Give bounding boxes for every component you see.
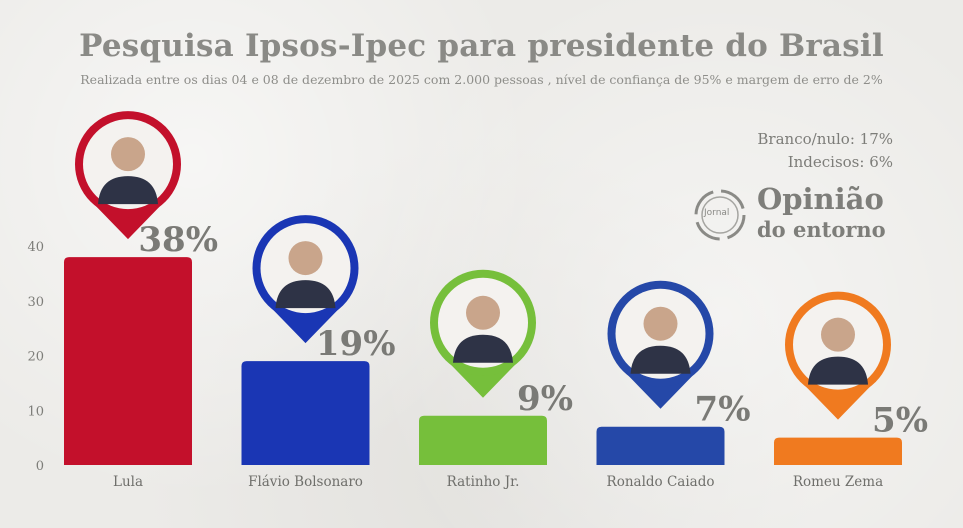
value-label: 7% (695, 390, 751, 430)
candidate-pin (430, 269, 536, 398)
candidate-pin (75, 111, 181, 240)
chart-title: Pesquisa Ipsos-Ipec para presidente do B… (79, 28, 884, 64)
y-axis: 0 10 20 30 40 (27, 240, 44, 474)
bar (419, 415, 547, 465)
bar (241, 361, 370, 465)
logo-ring-icon (694, 189, 746, 241)
value-label: 19% (316, 324, 396, 364)
x-tick-label: Romeu Zema (793, 474, 883, 490)
candidate-pin (252, 215, 359, 344)
value-label: 9% (517, 379, 573, 419)
bar (64, 257, 192, 465)
logo-title: Opinião (757, 182, 884, 216)
value-label: 38% (138, 220, 218, 260)
logo: Jornal Opinião do entorno (690, 182, 900, 248)
bar (774, 437, 902, 465)
value-labels: 38% 19% 9% 7% 5% (138, 220, 928, 441)
chart-subtitle: Realizada entre os dias 04 e 08 de dezem… (80, 72, 883, 87)
bar (596, 426, 725, 465)
x-tick-label: Flávio Bolsonaro (248, 474, 363, 490)
logo-subtitle: do entorno (757, 217, 886, 242)
y-tick-label: 30 (27, 295, 44, 310)
note-branco-nulo: Branco/nulo: 17% (757, 130, 893, 148)
candidate-pin (607, 280, 714, 409)
logo-ring-text: Jornal (704, 208, 730, 218)
x-tick-label: Ratinho Jr. (447, 474, 520, 490)
note-indecisos: Indecisos: 6% (787, 153, 893, 171)
value-label: 5% (872, 401, 928, 441)
x-axis-labels: Lula Flávio Bolsonaro Ratinho Jr. Ronaldo C… (113, 474, 883, 490)
x-tick-label: Lula (113, 474, 143, 490)
y-tick-label: 20 (27, 350, 44, 365)
y-tick-label: 0 (36, 459, 44, 474)
candidate-pins (75, 111, 891, 420)
y-tick-label: 40 (27, 240, 44, 255)
bars (64, 257, 902, 465)
candidate-pin (785, 291, 891, 420)
x-tick-label: Ronaldo Caiado (607, 474, 715, 490)
y-tick-label: 10 (27, 404, 44, 419)
